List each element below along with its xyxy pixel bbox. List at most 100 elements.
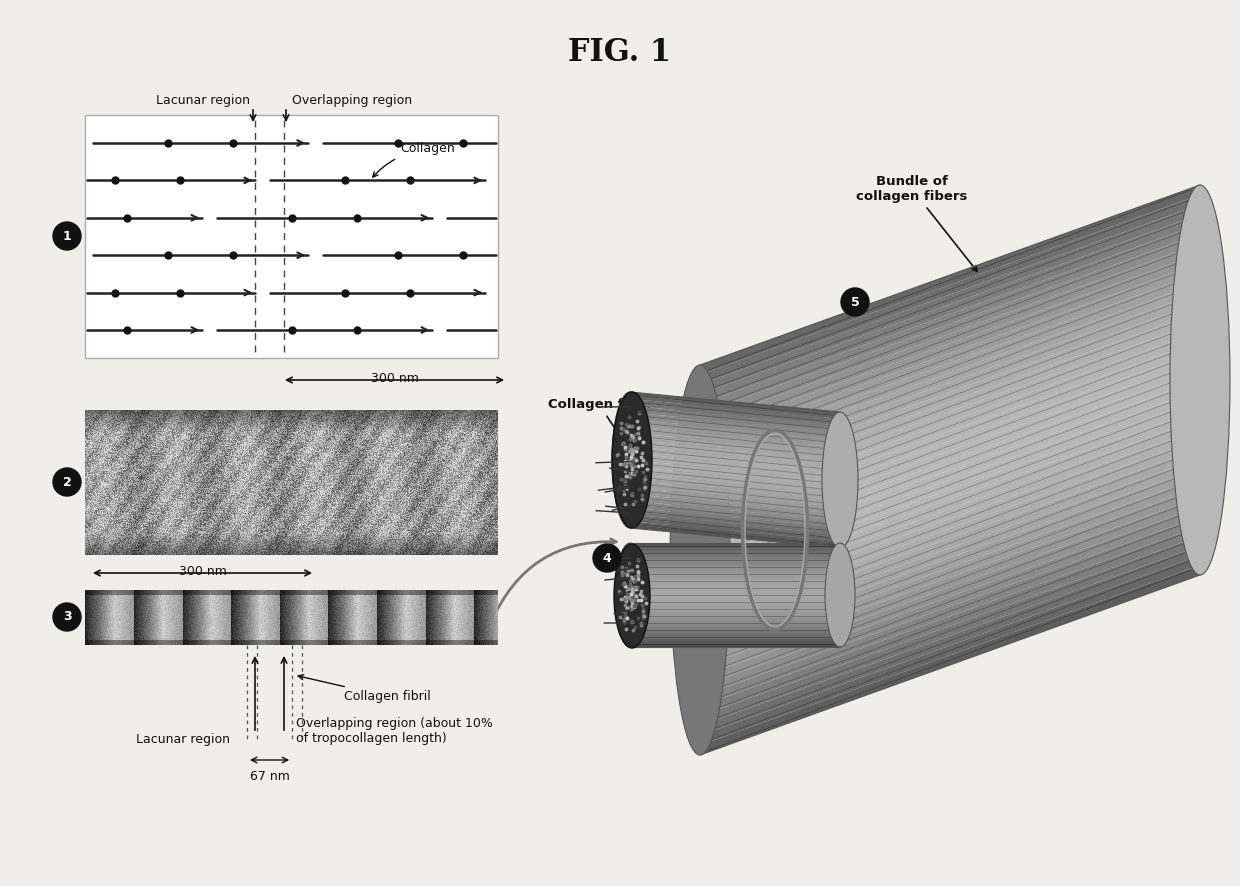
Polygon shape bbox=[630, 430, 839, 453]
Polygon shape bbox=[701, 214, 1200, 404]
Polygon shape bbox=[701, 331, 1200, 521]
Text: 300 nm: 300 nm bbox=[371, 372, 418, 385]
Polygon shape bbox=[630, 477, 839, 501]
Polygon shape bbox=[701, 536, 1200, 726]
Polygon shape bbox=[701, 273, 1200, 462]
Ellipse shape bbox=[613, 392, 649, 528]
Polygon shape bbox=[701, 185, 1200, 375]
Text: Overlapping region (about 10%
of tropocollagen length): Overlapping region (about 10% of tropoco… bbox=[296, 717, 492, 745]
Polygon shape bbox=[701, 478, 1200, 667]
Polygon shape bbox=[630, 579, 839, 582]
Polygon shape bbox=[630, 629, 839, 632]
Polygon shape bbox=[630, 409, 839, 432]
Polygon shape bbox=[630, 561, 839, 563]
Polygon shape bbox=[630, 487, 839, 510]
Text: 4: 4 bbox=[603, 551, 611, 564]
Polygon shape bbox=[630, 419, 839, 443]
Polygon shape bbox=[630, 546, 839, 548]
Polygon shape bbox=[630, 504, 839, 527]
Polygon shape bbox=[701, 322, 1200, 511]
Polygon shape bbox=[630, 525, 839, 548]
Ellipse shape bbox=[615, 543, 645, 647]
Polygon shape bbox=[630, 554, 839, 556]
Circle shape bbox=[53, 603, 81, 631]
Polygon shape bbox=[701, 565, 1200, 755]
Ellipse shape bbox=[614, 544, 650, 648]
Ellipse shape bbox=[822, 412, 858, 548]
Polygon shape bbox=[701, 448, 1200, 638]
Polygon shape bbox=[630, 463, 839, 486]
Polygon shape bbox=[630, 566, 839, 569]
Polygon shape bbox=[630, 593, 839, 595]
Polygon shape bbox=[630, 618, 839, 621]
Polygon shape bbox=[630, 521, 839, 545]
Bar bbox=[86, 115, 498, 358]
Ellipse shape bbox=[670, 365, 730, 755]
Polygon shape bbox=[630, 571, 839, 574]
Polygon shape bbox=[701, 556, 1200, 745]
Polygon shape bbox=[630, 626, 839, 629]
Polygon shape bbox=[630, 406, 839, 429]
Polygon shape bbox=[630, 515, 839, 538]
Polygon shape bbox=[701, 439, 1200, 628]
Ellipse shape bbox=[613, 392, 652, 528]
Polygon shape bbox=[630, 494, 839, 517]
Polygon shape bbox=[630, 402, 839, 425]
Polygon shape bbox=[630, 412, 839, 436]
Polygon shape bbox=[630, 454, 839, 477]
Polygon shape bbox=[701, 195, 1200, 385]
Polygon shape bbox=[630, 637, 839, 639]
Polygon shape bbox=[630, 613, 839, 616]
Polygon shape bbox=[630, 574, 839, 577]
Text: 3: 3 bbox=[63, 610, 72, 624]
Polygon shape bbox=[630, 551, 839, 554]
Polygon shape bbox=[630, 395, 839, 419]
Polygon shape bbox=[630, 426, 839, 449]
Polygon shape bbox=[701, 497, 1200, 687]
Polygon shape bbox=[630, 439, 839, 463]
Polygon shape bbox=[630, 610, 839, 613]
Polygon shape bbox=[630, 600, 839, 602]
Polygon shape bbox=[630, 543, 839, 546]
Polygon shape bbox=[701, 419, 1200, 609]
Polygon shape bbox=[701, 283, 1200, 472]
Polygon shape bbox=[630, 621, 839, 624]
Polygon shape bbox=[630, 447, 839, 470]
Polygon shape bbox=[630, 501, 839, 525]
Polygon shape bbox=[701, 458, 1200, 648]
Text: FIG. 1: FIG. 1 bbox=[568, 36, 672, 67]
Polygon shape bbox=[630, 511, 839, 534]
Ellipse shape bbox=[1171, 185, 1230, 575]
Polygon shape bbox=[701, 244, 1200, 433]
Polygon shape bbox=[630, 392, 839, 416]
Polygon shape bbox=[630, 634, 839, 637]
Polygon shape bbox=[701, 507, 1200, 696]
Text: 1: 1 bbox=[63, 229, 72, 243]
Polygon shape bbox=[701, 234, 1200, 424]
Polygon shape bbox=[630, 508, 839, 531]
Polygon shape bbox=[630, 632, 839, 634]
Polygon shape bbox=[630, 548, 839, 551]
Polygon shape bbox=[701, 400, 1200, 589]
Polygon shape bbox=[701, 390, 1200, 579]
Polygon shape bbox=[701, 487, 1200, 677]
Polygon shape bbox=[630, 558, 839, 561]
Polygon shape bbox=[701, 302, 1200, 492]
Circle shape bbox=[53, 468, 81, 496]
Polygon shape bbox=[630, 517, 839, 541]
Polygon shape bbox=[630, 616, 839, 618]
Text: Overlapping region: Overlapping region bbox=[291, 94, 412, 106]
Polygon shape bbox=[630, 639, 839, 641]
Polygon shape bbox=[701, 409, 1200, 599]
Polygon shape bbox=[630, 497, 839, 521]
Polygon shape bbox=[630, 624, 839, 626]
Circle shape bbox=[841, 288, 869, 316]
Polygon shape bbox=[630, 590, 839, 593]
Polygon shape bbox=[630, 641, 839, 644]
Polygon shape bbox=[701, 429, 1200, 618]
Polygon shape bbox=[701, 517, 1200, 706]
Polygon shape bbox=[630, 484, 839, 507]
Polygon shape bbox=[701, 546, 1200, 735]
Polygon shape bbox=[701, 361, 1200, 550]
Polygon shape bbox=[630, 608, 839, 610]
